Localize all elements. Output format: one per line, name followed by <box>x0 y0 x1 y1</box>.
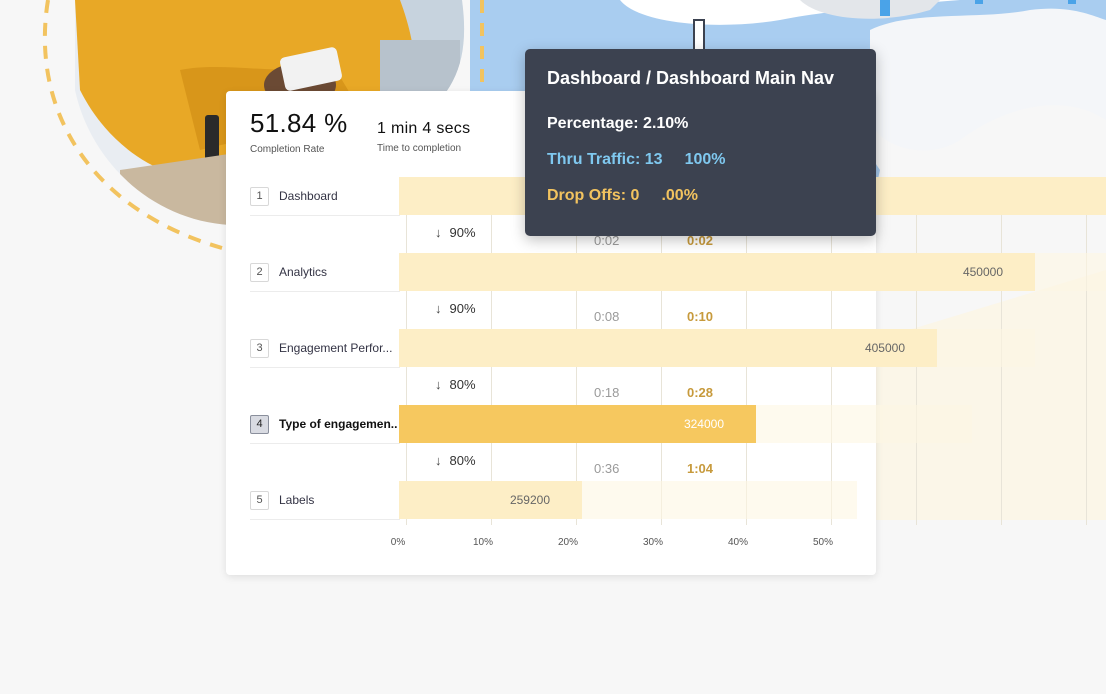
funnel-bar-value: 405000 <box>864 341 905 355</box>
funnel-bar-value: 259200 <box>509 493 550 507</box>
funnel-bar-step-4[interactable]: 324000 <box>399 405 756 443</box>
gridline <box>746 215 747 525</box>
marker-line <box>693 19 705 51</box>
transition-percentage: ↓ 80% <box>435 453 476 468</box>
transition-percentage-value: 90% <box>449 225 476 240</box>
funnel-chart: 1 Dashboard 450000 2 Analytics 405000 3 Engagem… <box>226 91 1106 575</box>
step-label: Analytics <box>279 265 328 279</box>
arrow-down-icon: ↓ <box>435 301 442 316</box>
time-to-completion-label: Time to completion <box>377 143 462 154</box>
funnel-tooltip: Dashboard / Dashboard Main Nav Percentag… <box>525 49 876 236</box>
funnel-bar-value: 324000 <box>683 417 724 431</box>
transition-time-avg: 0:36 <box>594 461 620 476</box>
gridline <box>831 215 832 525</box>
completion-rate-value: 51.84 % <box>250 108 348 138</box>
tooltip-drop-offs: Drop Offs: 0 <box>547 187 640 204</box>
transition-time-total: 0:10 <box>687 309 714 324</box>
row-divider <box>250 519 400 520</box>
transition-percentage: ↓ 90% <box>435 301 476 316</box>
transition-time-avg: 0:02 <box>594 233 620 248</box>
completion-rate-label: Completion Rate <box>250 144 325 155</box>
transition-percentage-value: 90% <box>449 301 476 316</box>
cloud-accent <box>880 0 890 16</box>
completion-rate-stat: 51.84 % Completion Rate <box>250 108 348 155</box>
row-divider <box>250 215 400 216</box>
axis-tick-label: 20% <box>557 537 579 548</box>
axis-tick-label: 50% <box>812 537 834 548</box>
step-label: Dashboard <box>279 189 338 203</box>
transition-time-total: 0:28 <box>687 385 714 400</box>
cloud-shape-white-2 <box>870 8 1106 151</box>
transition-percentage-value: 80% <box>449 453 476 468</box>
gridline <box>1086 215 1087 525</box>
tooltip-percentage: Percentage: 2.10% <box>547 115 689 132</box>
step-label: Labels <box>279 493 315 507</box>
funnel-bar-step-2[interactable]: 450000 <box>399 253 1035 291</box>
arrow-down-icon: ↓ <box>435 453 442 468</box>
funnel-bar-step-5[interactable]: 259200 <box>399 481 582 519</box>
funnel-step-5[interactable]: 5 Labels <box>250 481 314 519</box>
transition-time-avg: 0:18 <box>594 385 620 400</box>
row-divider <box>250 443 400 444</box>
transition-time-total: 0:02 <box>687 233 714 248</box>
tooltip-drop-offs-pct: .00% <box>661 187 698 204</box>
axis-tick-label: 40% <box>727 537 749 548</box>
axis-tick-label: 0% <box>390 537 406 548</box>
funnel-bar-step-3[interactable]: 405000 <box>399 329 937 367</box>
gridline <box>576 215 577 525</box>
step-label: Type of engagemen.. <box>279 417 398 431</box>
step-number: 4 <box>250 414 269 434</box>
tooltip-title: Dashboard / Dashboard Main Nav <box>547 68 835 88</box>
transition-time-avg: 0:08 <box>594 309 620 324</box>
arrow-down-icon: ↓ <box>435 377 442 392</box>
tooltip-thru-traffic: Thru Traffic: 13 <box>547 151 663 168</box>
tooltip-thru-traffic-pct: 100% <box>684 151 726 168</box>
cloud-accent <box>975 0 983 4</box>
funnel-step-1[interactable]: 1 Dashboard <box>250 177 338 215</box>
cloud-shape-grey <box>800 0 940 19</box>
row-divider <box>250 367 400 368</box>
arrow-down-icon: ↓ <box>435 225 442 240</box>
axis-tick-label: 10% <box>472 537 494 548</box>
funnel-step-2[interactable]: 2 Analytics <box>250 253 327 291</box>
row-divider <box>250 291 400 292</box>
gridline <box>661 215 662 525</box>
funnel-step-3[interactable]: 3 Engagement Perfor... <box>250 329 392 367</box>
transition-percentage: ↓ 90% <box>435 225 476 240</box>
step-number: 5 <box>250 490 269 510</box>
step-label: Engagement Perfor... <box>279 341 393 355</box>
funnel-step-4[interactable]: 4 Type of engagemen.. <box>250 405 397 443</box>
gridline <box>491 215 492 525</box>
gridline <box>1001 215 1002 525</box>
axis-tick-label: 30% <box>642 537 664 548</box>
funnel-bar-value: 450000 <box>962 265 1003 279</box>
gridline <box>916 215 917 525</box>
time-to-completion-value: 1 min 4 secs <box>377 120 471 137</box>
cloud-accent <box>1068 0 1076 4</box>
transition-percentage: ↓ 80% <box>435 377 476 392</box>
gridline <box>406 215 407 525</box>
dashed-ring <box>42 0 223 250</box>
step-number: 1 <box>250 186 269 206</box>
step-number: 3 <box>250 338 269 358</box>
transition-time-total: 1:04 <box>687 461 714 476</box>
time-to-completion-stat: 1 min 4 secs Time to completion <box>377 108 470 154</box>
step-number: 2 <box>250 262 269 282</box>
transition-percentage-value: 80% <box>449 377 476 392</box>
